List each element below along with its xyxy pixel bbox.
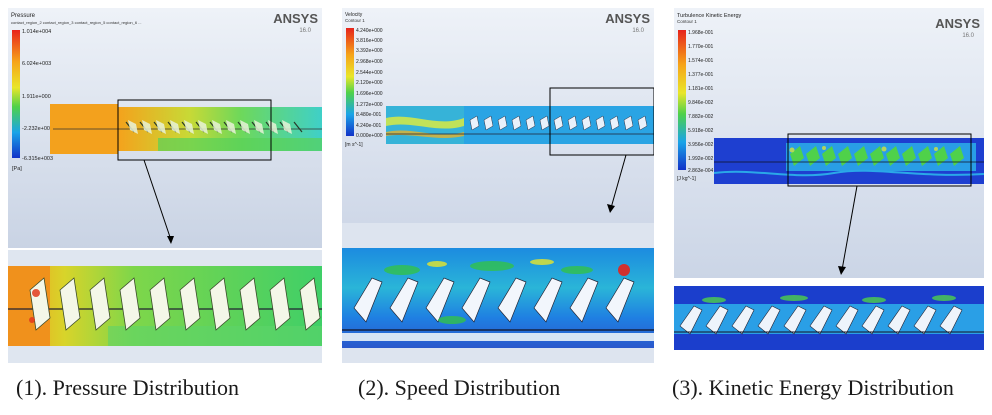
speed-legend-value: 2.120e+000	[356, 80, 383, 86]
speed-pipe	[386, 106, 654, 144]
kinetic-legend-title: Turbulence Kinetic Energy	[677, 13, 742, 19]
pressure-pipe	[50, 104, 322, 154]
kinetic-zoom-frame	[787, 133, 972, 187]
speed-legend-value: 4.240e+000	[356, 28, 383, 34]
speed-legend-subtitle: Contour 1	[345, 18, 365, 23]
pressure-zoom-frame	[117, 99, 272, 161]
pressure-legend-bar	[12, 30, 20, 158]
kinetic-legend-value: 1.992e-002	[688, 156, 714, 162]
pressure-figure: Pressure contact_region_2 contact_region…	[8, 8, 322, 363]
speed-legend-value: 3.816e+000	[356, 38, 383, 44]
speed-legend-value: 3.392e+000	[356, 48, 383, 54]
pressure-zoom-view	[8, 250, 322, 363]
pressure-legend-value: -6.315e+003	[22, 156, 53, 162]
kinetic-legend-value: 1.377e-001	[688, 72, 714, 78]
speed-legend-value: 0.000e+000	[356, 133, 383, 139]
speed-zoom-view	[342, 223, 654, 363]
kinetic-legend-bar	[678, 30, 686, 170]
kinetic-version: 16.0	[962, 33, 974, 39]
speed-legend-value: 2.968e+000	[356, 59, 383, 65]
pressure-legend-value: 6.024e+003	[22, 61, 51, 67]
kinetic-legend-value: 3.956e-002	[688, 142, 714, 148]
kinetic-panel: Turbulence Kinetic Energy Contour 1 1.96…	[674, 8, 984, 363]
kinetic-legend-value: 2.863e-004	[688, 168, 714, 174]
speed-zoom-arrow	[610, 154, 627, 209]
pressure-legend-value: 1.014e+004	[22, 29, 51, 35]
kinetic-legend-value: 1.968e-001	[688, 30, 714, 36]
speed-legend-value: 8.480e-001	[356, 112, 382, 118]
speed-legend-title: Velocity	[345, 12, 363, 18]
kinetic-legend-unit: [J kg^-1]	[677, 176, 696, 182]
pressure-legend-value: -2.232e+003	[22, 126, 53, 132]
speed-brand-logo: ANSYS	[605, 11, 650, 26]
pressure-caption: (1). Pressure Distribution	[16, 375, 240, 400]
speed-legend-value: 1.272e+000	[356, 102, 383, 108]
kinetic-legend-subtitle: Contour 1	[677, 19, 697, 24]
speed-panel: Velocity Contour 1 4.240e+000 3.816e+000…	[342, 8, 654, 363]
kinetic-zoom-view	[674, 286, 984, 350]
pressure-panel: Pressure contact_region_2 contact_region…	[8, 8, 322, 363]
speed-version: 16.0	[632, 28, 644, 34]
pressure-legend-unit: [Pa]	[12, 166, 22, 172]
speed-caption: (2). Speed Distribution	[358, 375, 561, 400]
speed-legend-value: 4.240e-001	[356, 123, 382, 129]
kinetic-legend-value: 1.181e-001	[688, 86, 714, 92]
pressure-brand-logo: ANSYS	[273, 11, 318, 26]
pressure-legend-value: 1.911e+000	[22, 94, 51, 100]
kinetic-brand-logo: ANSYS	[935, 16, 980, 31]
kinetic-caption: (3). Kinetic Energy Distribution	[672, 375, 954, 400]
pressure-version: 16.0	[299, 28, 311, 34]
speed-legend-unit: [m s^-1]	[345, 142, 363, 148]
pressure-legend-title: Pressure	[11, 13, 36, 19]
pressure-zoom-arrow	[143, 159, 172, 241]
kinetic-figure: Turbulence Kinetic Energy Contour 1 1.96…	[674, 8, 984, 350]
kinetic-legend-value: 1.574e-001	[688, 58, 714, 64]
speed-zoom-frame	[549, 87, 654, 156]
speed-figure: Velocity Contour 1 4.240e+000 3.816e+000…	[342, 8, 654, 363]
kinetic-legend-value: 5.918e-002	[688, 128, 714, 134]
pressure-legend-subtitle: contact_region_2 contact_region_3 contac…	[11, 20, 142, 25]
kinetic-legend-value: 7.882e-002	[688, 114, 714, 120]
kinetic-legend-value: 1.770e-001	[688, 44, 714, 50]
speed-legend-value: 2.544e+000	[356, 70, 383, 76]
speed-legend-value: 1.696e+000	[356, 91, 383, 97]
kinetic-zoom-arrow	[841, 185, 858, 271]
kinetic-legend-value: 9.846e-002	[688, 100, 714, 106]
kinetic-pipe	[713, 138, 984, 184]
speed-legend-bar	[346, 28, 354, 136]
